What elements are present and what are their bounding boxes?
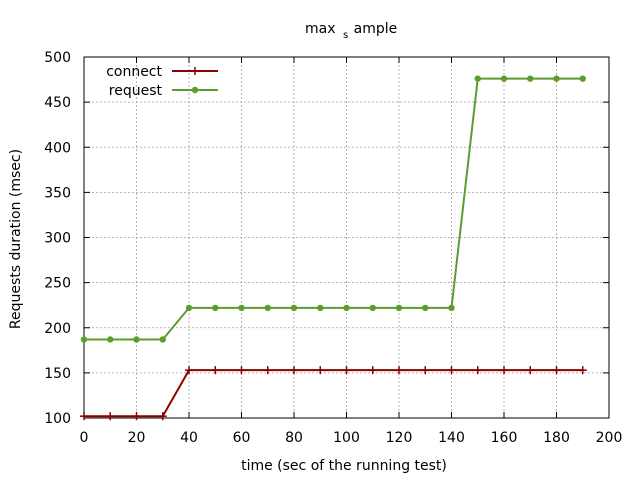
data-point-request <box>159 336 166 343</box>
x-tick-label: 120 <box>386 430 413 446</box>
x-tick-label: 80 <box>285 430 303 446</box>
data-point-connect <box>237 366 246 375</box>
data-point-connect <box>185 366 193 375</box>
x-axis-label: time (sec of the running test) <box>241 458 447 474</box>
data-point-connect <box>421 366 430 375</box>
series-line-connect <box>84 369 583 418</box>
tick-labels: 0 20 40 60 80 100 120 140 160 180 200 100 150 200 250 3… <box>44 50 622 446</box>
legend-label-request: request <box>109 83 163 99</box>
x-tick-label: 60 <box>233 430 251 446</box>
x-tick-label: 40 <box>180 430 198 446</box>
x-tick-label: 160 <box>491 430 518 446</box>
data-point-request <box>80 336 88 343</box>
data-point-request <box>422 304 429 312</box>
y-tick-label: 150 <box>44 366 71 382</box>
x-tick-label: 20 <box>128 430 146 446</box>
y-tick-label: 400 <box>44 140 71 156</box>
x-tick-label: 180 <box>543 430 570 446</box>
data-point-connect <box>158 412 167 421</box>
data-point-request <box>185 304 193 312</box>
data-point-connect <box>368 366 377 375</box>
data-point-request <box>290 304 298 312</box>
legend-sample-request <box>172 86 218 94</box>
data-point-request <box>107 336 114 343</box>
data-point-connect <box>578 366 587 375</box>
legend: connect request <box>106 64 218 99</box>
x-tick-label: 200 <box>596 430 623 446</box>
data-point-connect <box>447 366 456 375</box>
x-tick-label: 0 <box>80 430 89 446</box>
legend-marker-connect <box>191 67 199 75</box>
plot-area-border <box>83 56 610 419</box>
y-axis-label: Requests duration (msec) <box>8 149 24 329</box>
data-point-connect <box>80 412 88 421</box>
data-point-request <box>369 304 376 312</box>
data-point-connect <box>290 366 298 375</box>
y-tick-label: 200 <box>44 321 71 337</box>
data-point-connect <box>106 412 115 421</box>
data-point-request <box>448 304 455 312</box>
legend-label-connect: connect <box>106 64 162 80</box>
chart-title-main: max <box>305 21 336 37</box>
data-point-request <box>527 75 534 82</box>
data-point-connect <box>552 366 561 375</box>
series-connect <box>80 366 587 421</box>
gridlines <box>84 57 609 418</box>
series-request <box>80 75 586 343</box>
chart-title-subscript: s <box>343 30 348 41</box>
data-point-connect <box>526 366 535 375</box>
data-point-request <box>553 75 560 82</box>
legend-sample-connect <box>172 67 218 75</box>
chart-title: max s ample <box>305 21 397 42</box>
x-tick-label: 100 <box>333 430 360 446</box>
data-point-request <box>579 75 586 82</box>
data-point-request <box>474 75 481 82</box>
data-point-request <box>343 304 350 312</box>
series-line-request <box>84 77 583 341</box>
data-point-request <box>238 304 245 312</box>
data-point-connect <box>342 366 351 375</box>
data-point-connect <box>316 366 325 375</box>
y-tick-label: 250 <box>44 276 71 292</box>
y-tick-label: 100 <box>44 411 71 427</box>
data-point-connect <box>132 412 141 421</box>
legend-marker-request <box>191 86 199 94</box>
y-tick-label: 350 <box>44 185 71 201</box>
data-series <box>80 75 587 421</box>
data-point-request <box>212 304 219 312</box>
x-tick-label: 140 <box>438 430 465 446</box>
data-point-connect <box>473 366 482 375</box>
data-point-connect <box>263 366 272 375</box>
data-point-request <box>317 304 324 312</box>
chart-title-rest: ample <box>354 21 398 37</box>
data-point-request <box>500 75 508 82</box>
data-point-connect <box>395 366 403 375</box>
data-point-connect <box>211 366 220 375</box>
y-tick-label: 300 <box>44 231 71 247</box>
data-point-request <box>264 304 271 312</box>
y-tick-label: 450 <box>44 95 71 111</box>
y-tick-label: 500 <box>44 50 71 66</box>
data-point-request <box>133 336 140 343</box>
data-point-request <box>395 304 403 312</box>
data-point-connect <box>500 366 508 375</box>
